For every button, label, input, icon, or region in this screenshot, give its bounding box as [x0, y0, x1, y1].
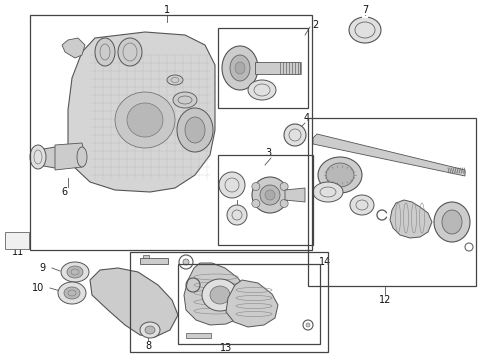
- Text: 4: 4: [303, 113, 309, 123]
- Text: 3: 3: [264, 148, 271, 158]
- Text: 14: 14: [318, 257, 331, 267]
- Text: 9: 9: [39, 263, 45, 273]
- Text: 7: 7: [361, 5, 367, 15]
- Ellipse shape: [349, 195, 373, 215]
- Polygon shape: [312, 134, 464, 176]
- Text: 11: 11: [12, 247, 24, 257]
- Ellipse shape: [325, 163, 353, 187]
- Ellipse shape: [67, 266, 83, 278]
- Polygon shape: [389, 200, 431, 238]
- Polygon shape: [90, 268, 178, 337]
- Ellipse shape: [252, 177, 287, 213]
- Text: 12: 12: [378, 295, 391, 305]
- Ellipse shape: [433, 202, 469, 242]
- Ellipse shape: [284, 124, 305, 146]
- Polygon shape: [285, 188, 304, 202]
- Text: 8: 8: [145, 341, 151, 351]
- Text: 1: 1: [164, 5, 170, 15]
- Ellipse shape: [210, 286, 229, 304]
- Ellipse shape: [247, 80, 275, 100]
- Bar: [140, 258, 167, 264]
- Circle shape: [251, 200, 259, 207]
- Bar: [217, 28, 307, 108]
- Ellipse shape: [235, 62, 244, 74]
- Ellipse shape: [219, 172, 244, 198]
- Polygon shape: [226, 280, 277, 327]
- Circle shape: [251, 182, 259, 191]
- Text: 5: 5: [233, 210, 240, 220]
- Bar: [178, 264, 319, 344]
- Bar: [143, 255, 149, 258]
- Ellipse shape: [127, 103, 163, 137]
- Bar: [30, 15, 311, 250]
- Text: 6: 6: [61, 187, 67, 197]
- Ellipse shape: [229, 55, 249, 81]
- Polygon shape: [255, 62, 300, 74]
- Circle shape: [305, 323, 309, 327]
- Ellipse shape: [227, 205, 246, 225]
- Text: 13: 13: [219, 343, 232, 353]
- Ellipse shape: [95, 38, 115, 66]
- Ellipse shape: [312, 182, 342, 202]
- Polygon shape: [38, 147, 82, 168]
- Bar: [307, 118, 475, 286]
- Ellipse shape: [140, 322, 160, 338]
- Ellipse shape: [318, 157, 361, 193]
- Text: 2: 2: [311, 20, 318, 30]
- Ellipse shape: [441, 210, 461, 234]
- Text: 10: 10: [32, 283, 44, 293]
- Circle shape: [182, 259, 189, 265]
- Ellipse shape: [30, 145, 46, 169]
- Ellipse shape: [61, 262, 89, 282]
- Ellipse shape: [64, 287, 80, 299]
- Bar: [186, 333, 211, 338]
- Ellipse shape: [201, 279, 238, 311]
- Ellipse shape: [173, 92, 197, 108]
- Ellipse shape: [118, 38, 142, 66]
- Polygon shape: [183, 263, 247, 325]
- Ellipse shape: [177, 108, 212, 152]
- Ellipse shape: [222, 46, 257, 90]
- Polygon shape: [68, 32, 214, 192]
- Bar: [217, 155, 312, 245]
- Ellipse shape: [166, 75, 182, 85]
- Ellipse shape: [58, 282, 86, 304]
- Circle shape: [280, 182, 287, 191]
- Polygon shape: [55, 143, 85, 170]
- Ellipse shape: [77, 147, 87, 167]
- Ellipse shape: [259, 185, 279, 205]
- Circle shape: [280, 200, 287, 207]
- Ellipse shape: [145, 326, 155, 334]
- Ellipse shape: [348, 17, 380, 43]
- Bar: [5, 232, 29, 249]
- Polygon shape: [62, 38, 85, 58]
- Ellipse shape: [184, 117, 205, 143]
- Ellipse shape: [264, 190, 274, 200]
- Ellipse shape: [115, 92, 175, 148]
- Bar: [130, 252, 327, 352]
